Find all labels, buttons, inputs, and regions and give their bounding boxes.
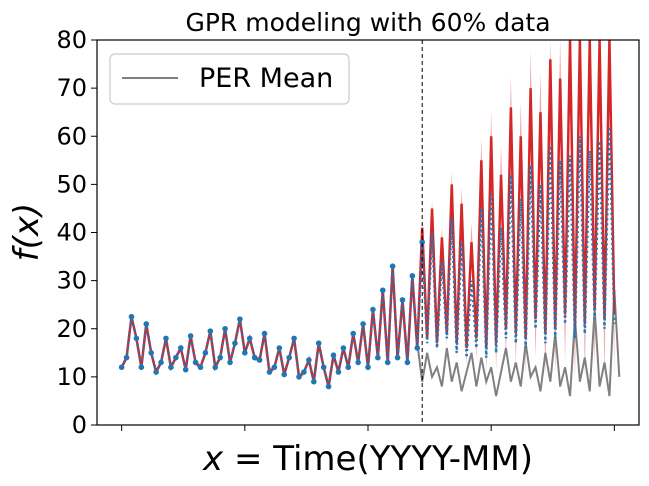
x-axis-label: x = Time(YYYY-MM) (202, 439, 533, 479)
observed-point (232, 340, 238, 346)
y-tick-label: 80 (56, 26, 87, 54)
observed-point (379, 287, 386, 294)
y-tick-label: 40 (56, 219, 87, 247)
observed-point (355, 359, 361, 366)
observed-point (168, 364, 174, 371)
observed-point (350, 330, 357, 337)
observed-point (271, 364, 278, 371)
observed-point (246, 335, 253, 342)
observed-point (192, 359, 199, 366)
observed-point (330, 352, 337, 359)
observed-point (306, 357, 312, 363)
observed-point (227, 359, 233, 366)
observed-point (296, 374, 302, 380)
legend-label-per-mean: PER Mean (199, 63, 333, 94)
per-mean-line (416, 290, 621, 397)
observed-point (197, 364, 204, 371)
observed-point (365, 364, 371, 371)
observed-point (301, 369, 307, 375)
observed-point (315, 340, 322, 346)
observed-point (222, 325, 228, 332)
observed-point (394, 354, 401, 361)
observed-point (118, 364, 125, 371)
observed-point (242, 350, 248, 356)
observed-point (138, 364, 145, 371)
observed-point (335, 369, 342, 375)
observed-point (286, 354, 292, 361)
observed-point (370, 306, 376, 313)
observed-point (158, 359, 164, 366)
observed-point (345, 364, 352, 371)
observed-point (311, 378, 317, 385)
y-tick-label: 70 (56, 74, 87, 102)
plot-layer (118, 40, 621, 425)
observed-point (212, 364, 219, 371)
observed-point (187, 333, 194, 339)
observed-point (340, 345, 347, 351)
y-tick-label: 20 (56, 315, 87, 343)
y-tick-label: 60 (56, 122, 87, 150)
observed-point (153, 369, 159, 375)
observed-point (375, 354, 381, 361)
observed-point (399, 297, 406, 303)
observed-point (256, 357, 263, 363)
y-tick-label: 30 (56, 267, 87, 295)
observed-point (320, 364, 327, 371)
observed-point (291, 335, 297, 342)
observed-point (360, 321, 366, 327)
observed-point (261, 330, 268, 337)
y-axis: 0 10 20 30 40 50 60 70 80 (56, 26, 97, 439)
observed-point (148, 350, 154, 356)
chart-title: GPR modeling with 60% data (185, 8, 550, 37)
observed-point (217, 354, 223, 361)
observed-point (266, 369, 273, 375)
observed-point (177, 345, 184, 351)
uncertainty-band (121, 40, 615, 390)
observed-point (409, 273, 416, 279)
observed-point (251, 354, 258, 361)
y-tick-label: 0 (72, 411, 87, 439)
observed-point (202, 350, 209, 356)
observed-point (123, 354, 130, 361)
observed-point (143, 321, 150, 327)
observed-point (207, 328, 214, 334)
observed-point (384, 359, 391, 366)
observed-point (419, 239, 426, 245)
y-tick-label: 10 (56, 363, 87, 391)
legend-box (109, 53, 350, 105)
observed-point (276, 345, 283, 351)
observed-point (237, 316, 243, 322)
x-axis (121, 425, 615, 431)
observed-point (389, 263, 396, 269)
observed-point (163, 335, 169, 342)
y-tick-label: 50 (56, 170, 87, 198)
legend: PER Mean (109, 53, 350, 105)
observed-point (173, 354, 179, 361)
observed-point (182, 366, 189, 373)
plot-area (118, 40, 621, 425)
observed-point (128, 313, 135, 320)
observed-point (325, 383, 332, 390)
observed-point (414, 345, 421, 351)
observed-point (404, 359, 411, 366)
observed-point (133, 335, 140, 342)
y-axis-label: f(x) (7, 203, 47, 262)
observed-point (281, 371, 288, 378)
